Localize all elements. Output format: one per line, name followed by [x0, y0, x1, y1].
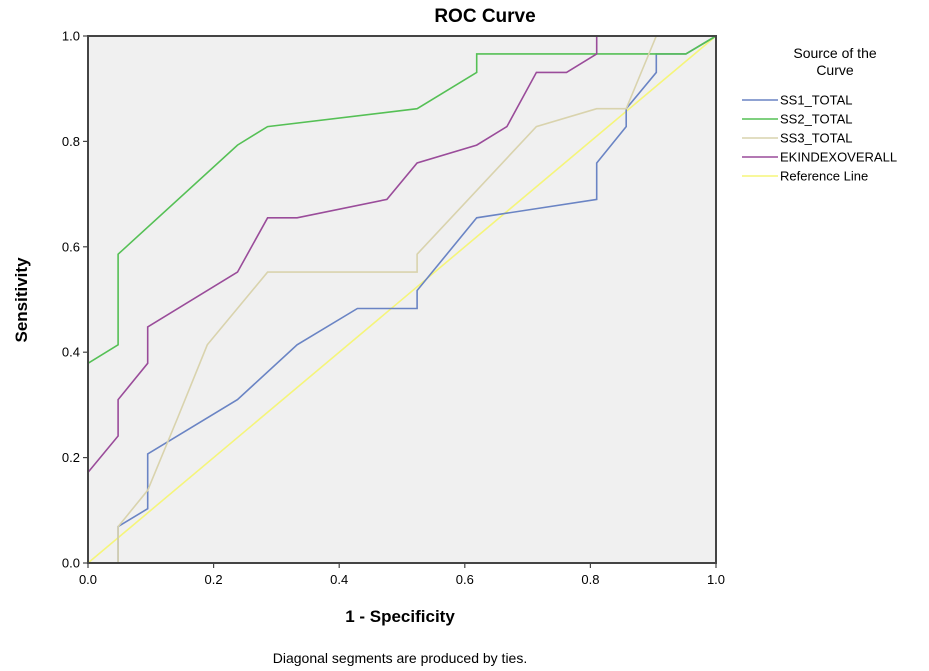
y-axis-label: Sensitivity [12, 257, 31, 343]
x-axis-label: 1 - Specificity [345, 607, 455, 626]
series-line-ss1-total [88, 35, 717, 564]
y-tick-label: 0.0 [62, 556, 80, 571]
x-tick-label: 0.0 [79, 572, 97, 587]
x-tick-label: 1.0 [707, 572, 725, 587]
chart-title: ROC Curve [434, 6, 535, 27]
ticks-layer: 0.0 0.2 0.4 0.6 0.8 1.0 0.0 0.2 0.4 0.6 0.8 1.0 [62, 29, 725, 588]
x-tick-label: 0.4 [330, 572, 348, 587]
y-tick-label: 0.4 [62, 345, 80, 360]
x-tick-label: 0.2 [205, 572, 223, 587]
legend-items: SS1_TOTAL SS2_TOTAL SS3_TOTAL EKINDEXOVERAL… [742, 93, 897, 184]
legend-label: EKINDEXOVERALL [780, 150, 897, 165]
y-tick-label: 1.0 [62, 29, 80, 44]
legend-title-line2: Curve [816, 62, 854, 78]
legend-label: SS2_TOTAL [780, 112, 853, 127]
series-layer [87, 35, 717, 564]
plot-frame [87, 35, 717, 564]
y-tick-label: 0.8 [62, 134, 80, 149]
legend-label: SS3_TOTAL [780, 131, 853, 146]
legend-label: Reference Line [780, 169, 868, 184]
series-line-reference-line [87, 35, 717, 564]
x-tick-label: 0.6 [456, 572, 474, 587]
series-line-ss2-total [87, 35, 717, 563]
y-tick-label: 0.2 [62, 450, 80, 465]
legend-label: SS1_TOTAL [780, 93, 853, 108]
footnote: Diagonal segments are produced by ties. [273, 650, 527, 666]
x-tick-label: 0.8 [581, 572, 599, 587]
y-tick-label: 0.6 [62, 239, 80, 254]
series-line-ss3-total [88, 35, 716, 564]
legend: Source of the Curve SS1_TOTALSS2_TOTALSS… [742, 45, 897, 184]
legend-title-line1: Source of the [793, 45, 876, 61]
series-line-ekindexoverall [87, 35, 716, 563]
